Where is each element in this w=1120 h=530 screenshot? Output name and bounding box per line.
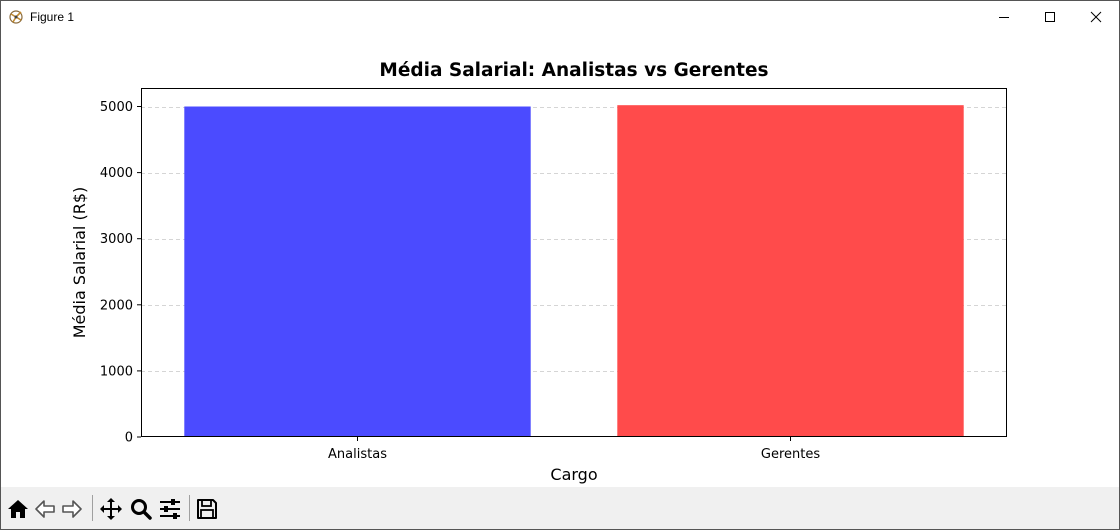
y-tick-label: 4000 <box>100 166 133 181</box>
navigation-toolbar <box>1 487 1119 529</box>
bar-chart: 0 1000 2000 3000 4000 5000 Analistas Gerentes Ca… <box>70 88 1007 484</box>
minimize-button[interactable] <box>981 1 1027 33</box>
home-button[interactable] <box>4 495 32 523</box>
pan-icon <box>100 498 122 520</box>
zoom-button[interactable] <box>127 495 155 523</box>
close-icon <box>1090 11 1102 23</box>
forward-arrow-icon <box>62 500 82 518</box>
figure-canvas[interactable]: Média Salarial: Analistas vs Gerentes 0 1… <box>1 33 1119 487</box>
home-icon <box>8 500 28 518</box>
forward-button[interactable] <box>58 495 86 523</box>
configure-subplots-button[interactable] <box>156 495 184 523</box>
save-icon <box>197 499 217 519</box>
maximize-button[interactable] <box>1027 1 1073 33</box>
title-bar[interactable]: Figure 1 <box>1 1 1119 33</box>
y-tick-label: 0 <box>125 431 133 446</box>
toolbar-separator <box>92 495 93 521</box>
configure-subplots-icon <box>160 499 180 519</box>
pan-button[interactable] <box>97 495 125 523</box>
y-tick-label: 5000 <box>100 100 133 115</box>
save-button[interactable] <box>193 495 221 523</box>
x-tick-label: Analistas <box>328 447 387 462</box>
y-tick-label: 2000 <box>100 298 133 313</box>
y-axis-label: Média Salarial (R$) <box>70 187 89 339</box>
chart-title: Média Salarial: Analistas vs Gerentes <box>379 60 769 81</box>
bar-gerentes <box>617 105 964 437</box>
back-button[interactable] <box>31 495 59 523</box>
y-tick-label: 1000 <box>100 364 133 379</box>
toolbar-separator <box>189 495 190 521</box>
maximize-icon <box>1045 12 1055 22</box>
matplotlib-figure-icon <box>9 10 23 24</box>
back-arrow-icon <box>35 500 55 518</box>
minimize-icon <box>999 17 1009 18</box>
axes-frame <box>141 88 1007 437</box>
y-tick-label: 3000 <box>100 232 133 247</box>
zoom-icon <box>131 499 152 520</box>
window-title: Figure 1 <box>30 10 75 24</box>
x-axis-label: Cargo <box>550 465 597 484</box>
close-button[interactable] <box>1073 1 1119 33</box>
x-tick-label: Gerentes <box>761 447 820 462</box>
bar-analistas <box>184 106 531 438</box>
